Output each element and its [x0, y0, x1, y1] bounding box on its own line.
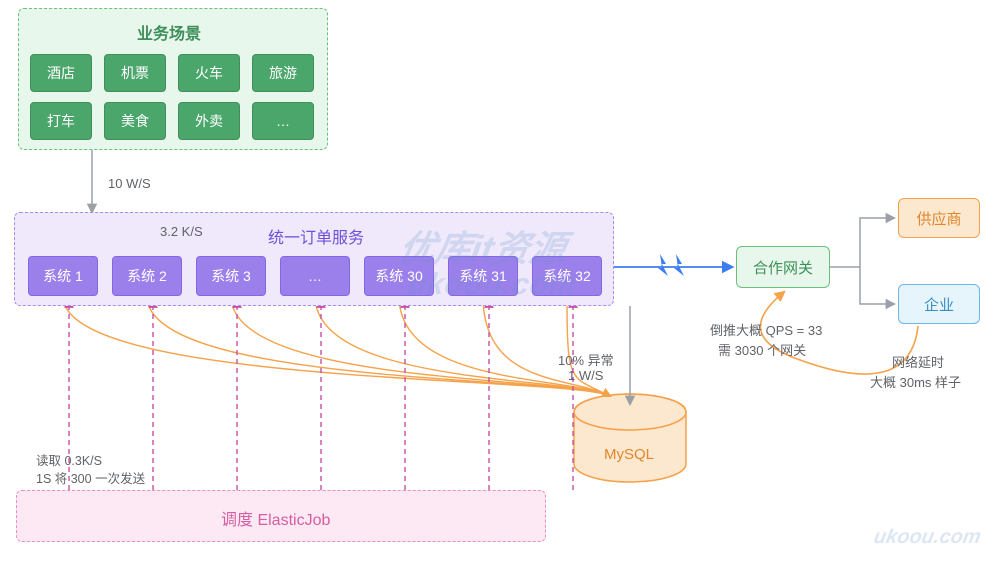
system-node: 系统 3	[196, 256, 266, 296]
mysql-label: MySQL	[604, 446, 654, 463]
system-node: …	[280, 256, 350, 296]
system-node: 系统 32	[532, 256, 602, 296]
enterprise-label: 企业	[924, 294, 954, 315]
read-rate-2-label: 1S 将 300 一次发送	[36, 468, 145, 487]
scenario-node: 外卖	[178, 102, 240, 140]
scenario-node: 酒店	[30, 54, 92, 92]
rate-10ws-label: 10 W/S	[108, 176, 151, 191]
scenario-node: 美食	[104, 102, 166, 140]
gateway-node: 合作网关	[736, 246, 830, 288]
system-node: 系统 31	[448, 256, 518, 296]
enterprise-node: 企业	[898, 284, 980, 324]
scenario-node: 火车	[178, 54, 240, 92]
order-service-title: 统一订单服务	[268, 224, 364, 248]
latency-1-label: 网络延时	[892, 352, 944, 371]
exception-1-label: 10% 异常	[558, 350, 614, 369]
scheduler-title: 调度 ElasticJob	[221, 506, 330, 530]
gateway-label: 合作网关	[753, 257, 813, 278]
scenario-node: 打车	[30, 102, 92, 140]
latency-2-label: 大概 30ms 样子	[870, 372, 961, 391]
qps-2-label: 需 3030 个网关	[718, 340, 806, 359]
read-rate-1-label: 读取 0.3K/S	[36, 450, 102, 469]
scenario-node: 旅游	[252, 54, 314, 92]
system-node: 系统 30	[364, 256, 434, 296]
supplier-label: 供应商	[916, 208, 961, 229]
system-node: 系统 2	[112, 256, 182, 296]
exception-2-label: 1 W/S	[568, 368, 603, 383]
system-node: 系统 1	[28, 256, 98, 296]
rate-32ks-label: 3.2 K/S	[160, 224, 203, 239]
business-scenarios-title: 业务场景	[137, 20, 201, 44]
scenario-node: 机票	[104, 54, 166, 92]
supplier-node: 供应商	[898, 198, 980, 238]
qps-1-label: 倒推大概 QPS = 33	[710, 320, 822, 339]
scenario-node: …	[252, 102, 314, 140]
